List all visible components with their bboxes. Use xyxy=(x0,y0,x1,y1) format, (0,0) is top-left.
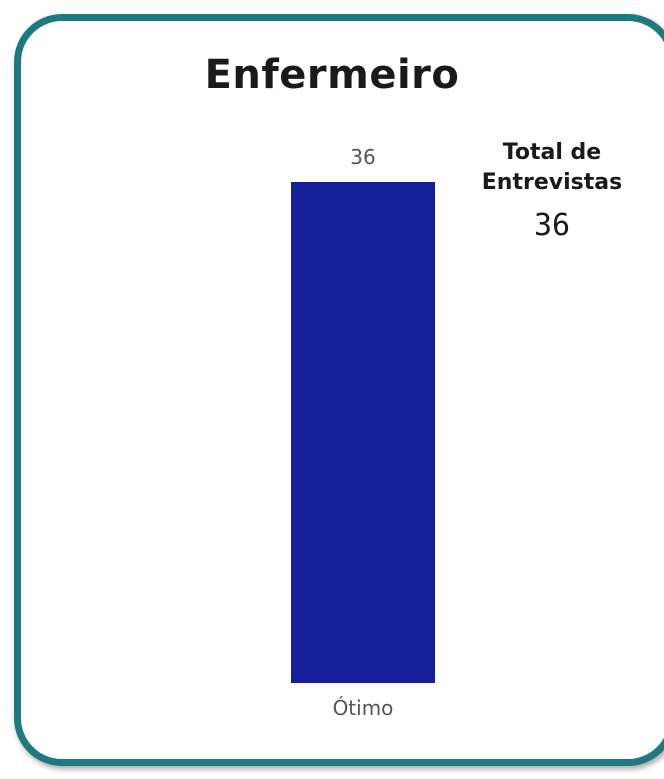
x-tick-label-1: Ótimo xyxy=(333,696,394,720)
kpi-label: Total de Entrevistas xyxy=(481,140,623,195)
chart-title: Enfermeiro xyxy=(204,52,460,98)
kpi-value: 36 xyxy=(533,208,571,243)
bar-1[interactable] xyxy=(291,182,435,683)
data-label-1: 36 xyxy=(350,145,375,169)
